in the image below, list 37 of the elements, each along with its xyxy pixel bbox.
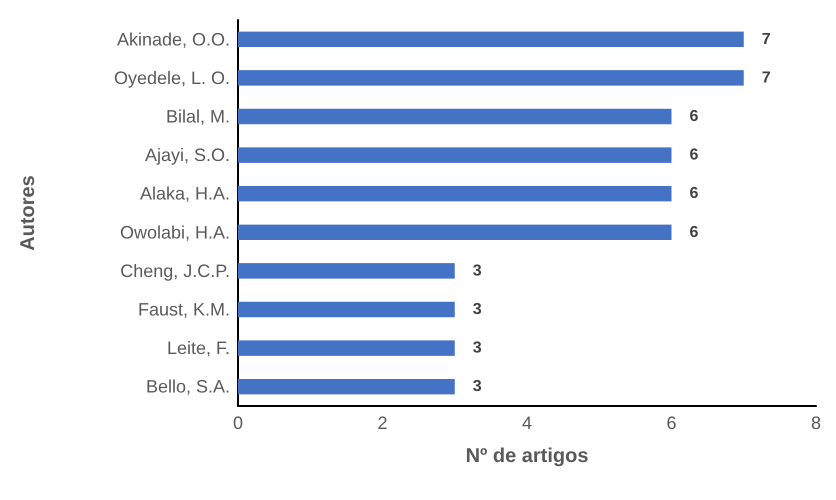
x-axis-title: Nº de artigos <box>466 445 588 467</box>
y-tick-label: Leite, F. <box>166 338 230 358</box>
y-tick-label: Owolabi, H.A. <box>120 222 230 242</box>
data-label: 6 <box>690 146 698 164</box>
data-label: 3 <box>472 301 482 318</box>
bar <box>238 224 672 240</box>
bar <box>238 263 455 279</box>
data-label: 7 <box>762 30 771 48</box>
bar <box>238 70 744 86</box>
bar <box>238 186 672 202</box>
bar <box>238 340 455 356</box>
bar <box>238 147 672 163</box>
data-label: 7 <box>762 69 771 86</box>
data-label: 6 <box>690 224 698 241</box>
data-label: 6 <box>690 108 698 125</box>
bar <box>238 108 672 124</box>
y-tick-label: Bello, S.A. <box>146 376 230 397</box>
y-tick-label: Faust, K.M. <box>138 300 230 320</box>
x-tick-label: 6 <box>666 413 677 433</box>
bar <box>238 32 744 48</box>
bar <box>238 378 455 394</box>
x-tick-label: 8 <box>810 413 822 433</box>
data-label: 6 <box>690 185 698 202</box>
x-tick-label: 2 <box>377 413 388 433</box>
x-tick-label: 0 <box>232 413 244 433</box>
y-tick-label: Bilal, M. <box>166 106 230 126</box>
y-tick-label: Oyedele, L. O. <box>114 68 230 88</box>
data-label: 3 <box>472 340 482 357</box>
y-tick-label: Ajayi, S.O. <box>144 145 230 166</box>
y-tick-label: Akinade, O.O. <box>116 29 230 50</box>
bar <box>238 302 455 318</box>
x-tick-label: 4 <box>522 413 532 433</box>
data-label: 3 <box>472 378 482 396</box>
data-label: 3 <box>472 262 482 280</box>
y-tick-label: Cheng, J.C.P. <box>120 260 230 281</box>
y-axis-title: Autores <box>17 175 39 251</box>
y-tick-label: Alaka, H.A. <box>140 184 230 204</box>
